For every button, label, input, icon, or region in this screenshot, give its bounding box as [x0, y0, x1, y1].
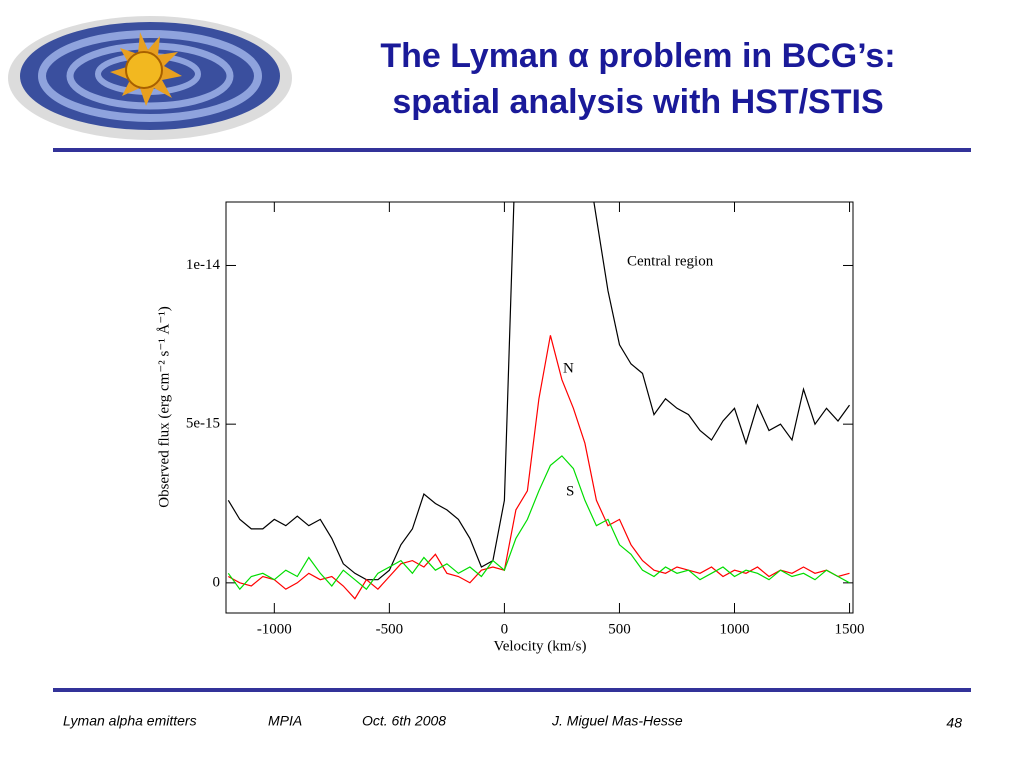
title-line: spatial analysis with HST/STIS [392, 83, 883, 121]
y-axis-label: Observed flux (erg cm⁻² s⁻¹ Å⁻¹) [156, 306, 172, 508]
x-tick-label: 0 [501, 621, 509, 637]
x-tick-label: 500 [608, 621, 631, 637]
footer-text: Lyman alpha emitters [63, 713, 197, 729]
data-line [227, 202, 850, 581]
footer-text: Oct. 6th 2008 [362, 713, 446, 729]
x-tick-label: 1000 [720, 621, 750, 637]
rule [53, 148, 971, 152]
data-line [227, 455, 850, 591]
series-label: S [566, 483, 574, 499]
logo [8, 16, 292, 140]
y-tick-label: 1e-14 [186, 257, 221, 273]
footer-text: J. Miguel Mas-Hesse [551, 713, 683, 729]
x-tick-label: 1500 [835, 621, 865, 637]
x-axis-label: Velocity (km/s) [494, 638, 587, 654]
data-line [228, 335, 850, 600]
plot-area [227, 202, 850, 600]
series-label: N [563, 360, 574, 376]
x-tick-label: -1000 [257, 621, 292, 637]
title-line: The Lyman α problem in BCG’s: [380, 37, 895, 75]
x-tick-label: -500 [376, 621, 404, 637]
footer-text: MPIA [268, 713, 302, 729]
y-tick-label: 0 [213, 574, 221, 590]
page-number: 48 [946, 715, 962, 731]
series-label: Central region [627, 253, 714, 269]
rule [53, 688, 971, 692]
y-tick-label: 5e-15 [186, 416, 220, 432]
plot-frame [225, 201, 854, 614]
